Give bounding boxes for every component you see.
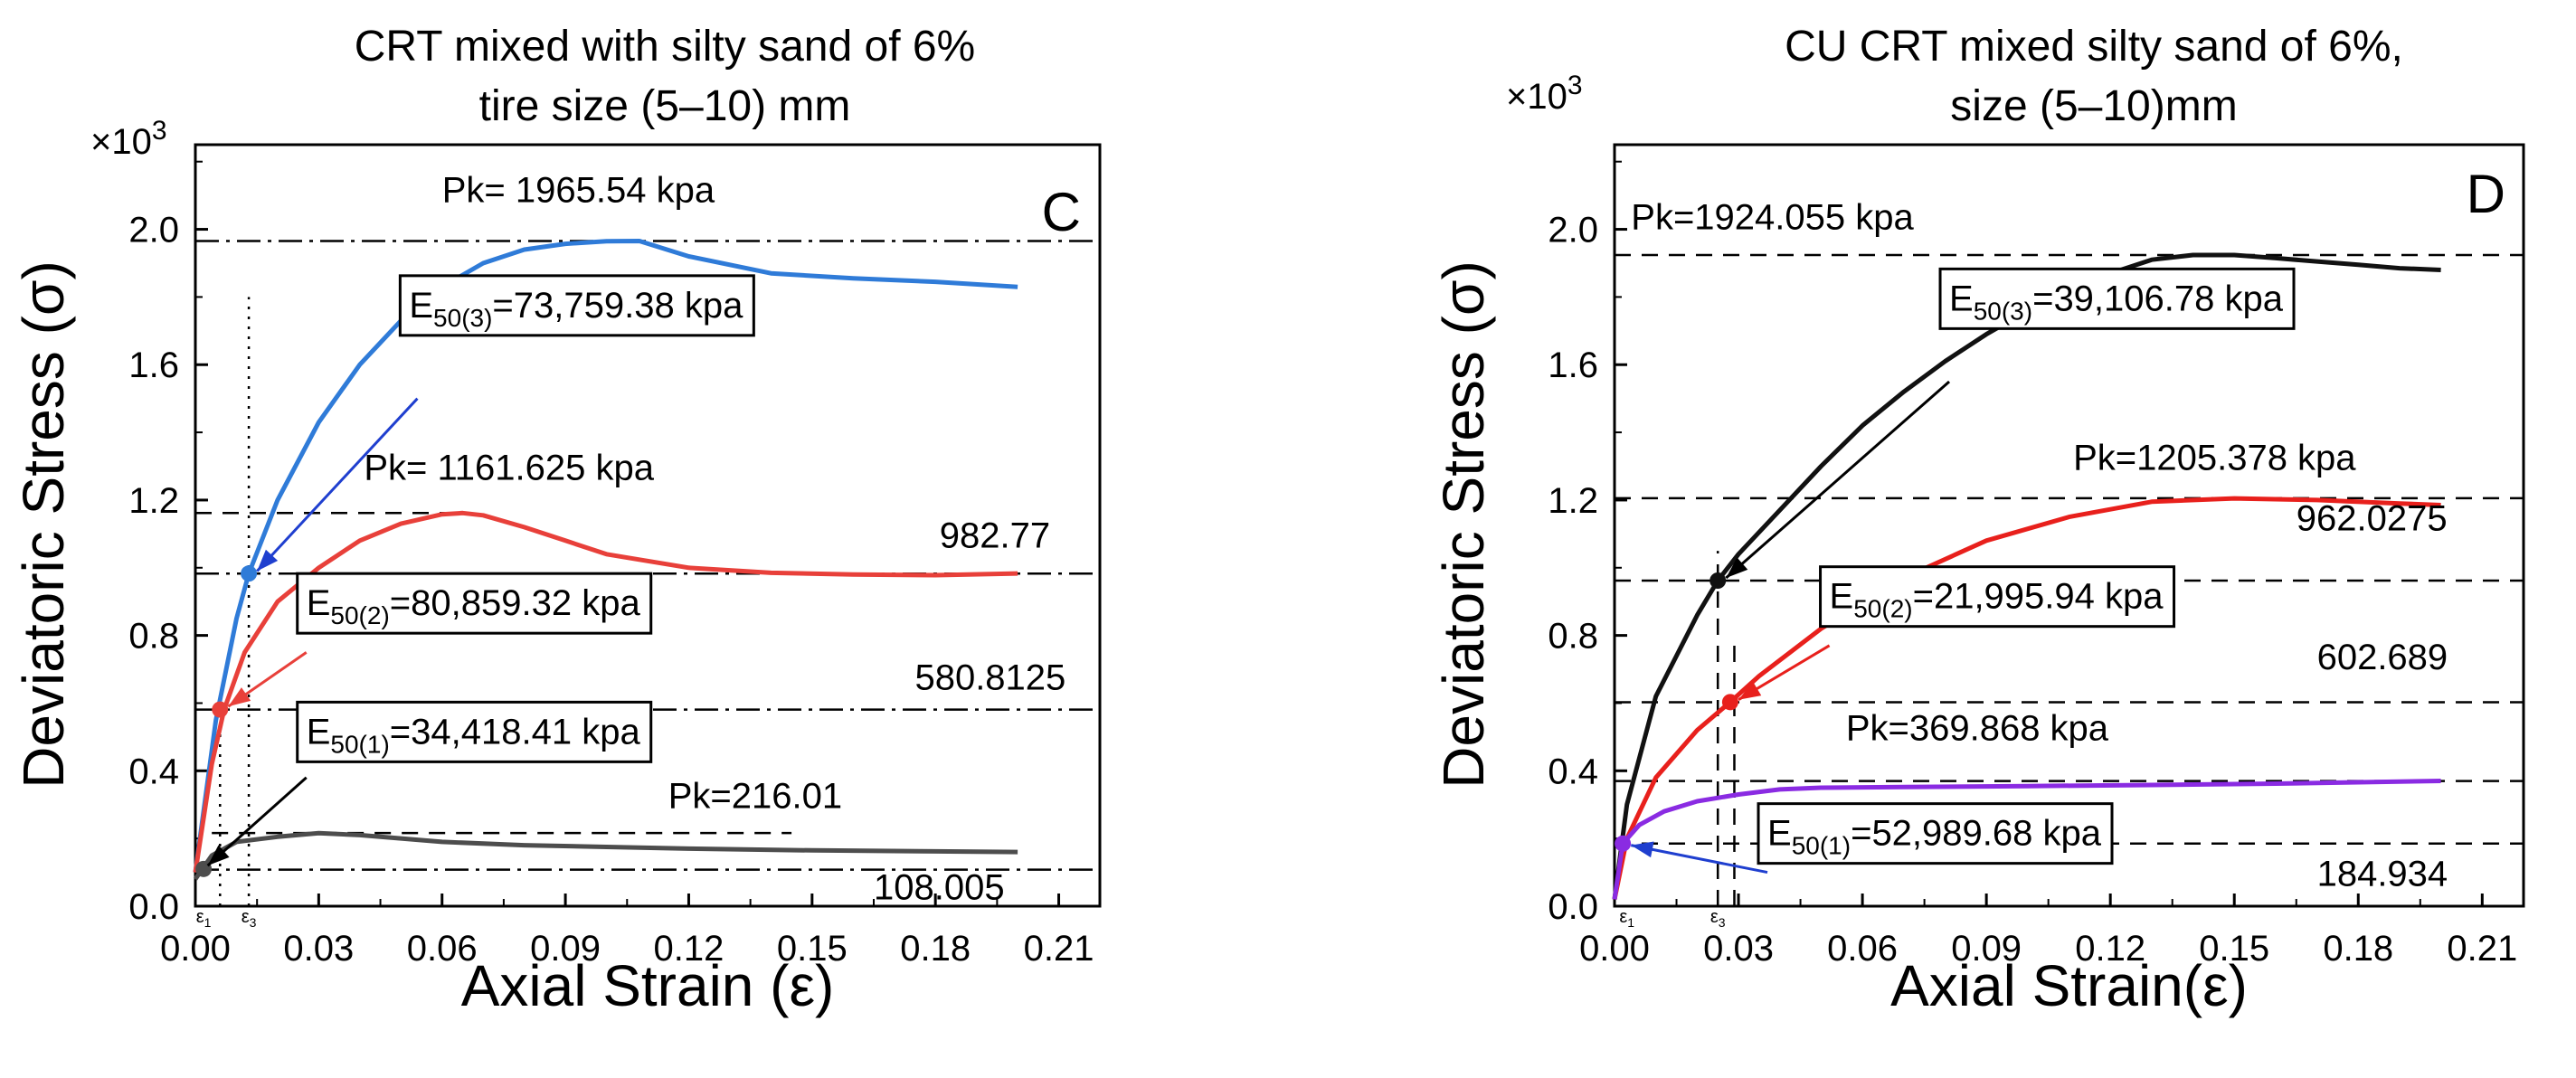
e50-callout-label: E50(1)=52,989.68 kpa bbox=[1767, 814, 2102, 860]
annotation-label: Pk= 1161.625 kpa bbox=[364, 448, 654, 487]
y-tick-label: 1.2 bbox=[1548, 481, 1598, 521]
annotation-label: 184.934 bbox=[2317, 855, 2448, 894]
y-tick-label: 0.0 bbox=[128, 887, 179, 927]
callout-arrowhead bbox=[1738, 681, 1762, 700]
callout-arrow bbox=[206, 776, 308, 867]
x-axis-label: Axial Strain(ε) bbox=[1890, 953, 2248, 1018]
callout-box bbox=[1757, 802, 2114, 865]
annotation-label: Pk=216.01 bbox=[668, 776, 842, 816]
y-tick-label: 0.8 bbox=[128, 617, 179, 657]
callout-box bbox=[296, 572, 653, 635]
series-line-black bbox=[193, 830, 1018, 881]
x-tick-label: 0.15 bbox=[777, 929, 848, 969]
x-tick-label: 0.00 bbox=[1579, 929, 1650, 969]
e50-callout-label: E50(2)=80,859.32 kpa bbox=[307, 583, 641, 629]
callout-box bbox=[296, 700, 653, 763]
data-point bbox=[241, 565, 258, 582]
x-tick-label: 0.00 bbox=[160, 929, 231, 969]
annotation-label: 962.0275 bbox=[2297, 499, 2448, 539]
x-tick-label: 0.15 bbox=[2199, 929, 2269, 969]
x-tick-label: 0.09 bbox=[530, 929, 601, 969]
e50-callout-label: E50(3)=73,759.38 kpa bbox=[409, 286, 743, 332]
callout-arrow bbox=[1725, 380, 1951, 580]
e50-callout-label: E50(1)=34,418.41 kpa bbox=[307, 712, 641, 758]
x-tick-label: 0.21 bbox=[2447, 929, 2517, 969]
epsilon-mark: ε3 bbox=[1710, 907, 1726, 930]
callout-arrowhead bbox=[228, 687, 251, 707]
x-tick-label: 0.12 bbox=[654, 929, 724, 969]
annotation-label: Pk=1205.378 kpa bbox=[2073, 438, 2356, 478]
chart-panel-d: CU CRT mixed silty sand of 6%, size (5–10… bbox=[1431, 23, 2525, 1018]
y-axis-label: Deviatoric Stress (σ) bbox=[11, 260, 76, 789]
callout-arrow bbox=[1630, 844, 1768, 875]
series-line-red bbox=[193, 510, 1018, 873]
callout-box bbox=[398, 274, 755, 337]
chart-title: tire size (5–10) mm bbox=[479, 82, 851, 130]
epsilon-mark: ε1 bbox=[1619, 907, 1634, 930]
callout-arrowhead bbox=[207, 845, 230, 866]
callout-arrowhead bbox=[1726, 557, 1748, 579]
y-tick-label: 2.0 bbox=[1548, 211, 1598, 251]
x-tick-label: 0.09 bbox=[1951, 929, 2022, 969]
x-tick-label: 0.06 bbox=[407, 929, 478, 969]
callout-arrow bbox=[256, 397, 419, 572]
annotation-label: 602.689 bbox=[2317, 638, 2448, 677]
series-line-black bbox=[1612, 252, 2441, 900]
annotation-label: Pk=369.868 kpa bbox=[1846, 709, 2109, 749]
data-point bbox=[1615, 835, 1632, 852]
epsilon-mark: ε1 bbox=[196, 907, 212, 930]
y-tick-label: 0.0 bbox=[1548, 887, 1598, 927]
series-line-purple bbox=[1612, 779, 2441, 900]
plot-frame bbox=[194, 143, 1102, 908]
x-tick-label: 0.21 bbox=[1024, 929, 1094, 969]
annotation-label: Pk=1924.055 kpa bbox=[1631, 198, 1914, 238]
e50-callout-label: E50(2)=21,995.94 kpa bbox=[1830, 577, 2164, 623]
x-axis-label: Axial Strain (ε) bbox=[461, 953, 835, 1018]
x-tick-label: 0.06 bbox=[1827, 929, 1898, 969]
e50-callout-label: E50(3)=39,106.78 kpa bbox=[1949, 279, 2284, 325]
x-tick-label: 0.18 bbox=[2323, 929, 2393, 969]
y-tick-label: 2.0 bbox=[128, 211, 179, 251]
annotation-label: 108.005 bbox=[874, 868, 1005, 908]
y-tick-label: 0.4 bbox=[128, 752, 179, 791]
x-tick-label: 0.18 bbox=[900, 929, 971, 969]
callout-box bbox=[1938, 267, 2296, 330]
data-point bbox=[1721, 694, 1738, 711]
y-multiplier: ×103 bbox=[90, 116, 167, 162]
y-axis-label: Deviatoric Stress (σ) bbox=[1431, 260, 1496, 789]
chart-title: size (5–10)mm bbox=[1950, 82, 2237, 130]
y-tick-label: 1.6 bbox=[128, 345, 179, 385]
data-point bbox=[212, 701, 229, 718]
x-tick-label: 0.03 bbox=[283, 929, 354, 969]
callout-arrowhead bbox=[257, 549, 279, 572]
chart-title: CRT mixed with silty sand of 6% bbox=[355, 23, 975, 71]
annotation-label: 580.8125 bbox=[914, 657, 1065, 697]
panel-label: C bbox=[1042, 182, 1081, 242]
y-tick-label: 0.4 bbox=[1548, 752, 1598, 791]
callout-arrowhead bbox=[1631, 841, 1654, 858]
y-multiplier: ×103 bbox=[1506, 71, 1583, 117]
y-tick-label: 1.6 bbox=[1548, 345, 1598, 385]
callout-box bbox=[1819, 565, 2176, 629]
y-tick-label: 0.8 bbox=[1548, 617, 1598, 657]
annotation-label: Pk= 1965.54 kpa bbox=[442, 171, 715, 211]
data-point bbox=[1709, 572, 1727, 589]
epsilon-mark: ε3 bbox=[242, 907, 257, 930]
y-tick-label: 1.2 bbox=[128, 481, 179, 521]
panel-label: D bbox=[2467, 164, 2505, 224]
chart-panel-c: CRT mixed with silty sand of 6% tire size… bbox=[11, 23, 1102, 1018]
annotation-label: 982.77 bbox=[940, 515, 1050, 555]
chart-title: CU CRT mixed silty sand of 6%, bbox=[1785, 23, 2403, 71]
x-tick-label: 0.03 bbox=[1703, 929, 1774, 969]
x-tick-label: 0.12 bbox=[2075, 929, 2145, 969]
plot-frame bbox=[1613, 143, 2525, 908]
